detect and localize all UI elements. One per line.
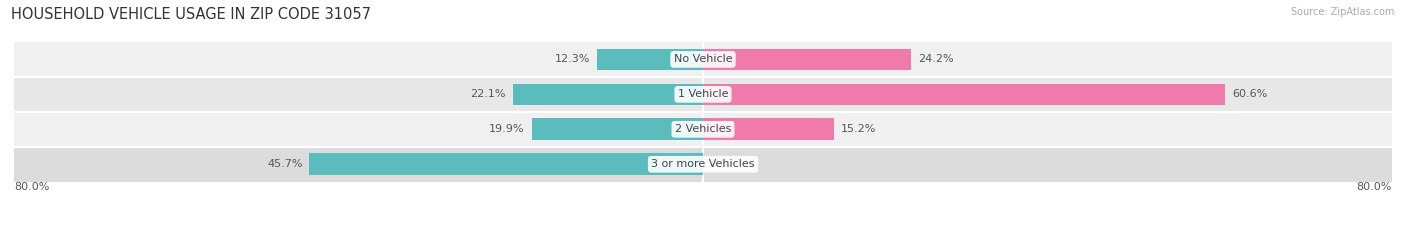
Bar (703, 49, 911, 70)
Bar (14, 42, 1392, 77)
Text: No Vehicle: No Vehicle (673, 55, 733, 64)
Text: HOUSEHOLD VEHICLE USAGE IN ZIP CODE 31057: HOUSEHOLD VEHICLE USAGE IN ZIP CODE 3105… (11, 7, 371, 22)
Text: 45.7%: 45.7% (267, 159, 302, 169)
Bar (598, 49, 703, 70)
Text: 80.0%: 80.0% (14, 182, 49, 192)
Text: Source: ZipAtlas.com: Source: ZipAtlas.com (1291, 7, 1395, 17)
Text: 0.0%: 0.0% (710, 159, 738, 169)
Bar (513, 84, 703, 105)
Text: 15.2%: 15.2% (841, 124, 876, 134)
Text: 19.9%: 19.9% (489, 124, 524, 134)
Bar (14, 112, 1392, 147)
Bar (14, 147, 1392, 182)
Text: 22.1%: 22.1% (470, 89, 506, 99)
Text: 60.6%: 60.6% (1232, 89, 1267, 99)
Bar (14, 77, 1392, 112)
Text: 2 Vehicles: 2 Vehicles (675, 124, 731, 134)
Text: 1 Vehicle: 1 Vehicle (678, 89, 728, 99)
Text: 12.3%: 12.3% (555, 55, 591, 64)
Bar (703, 84, 1225, 105)
Text: 80.0%: 80.0% (1357, 182, 1392, 192)
Text: 3 or more Vehicles: 3 or more Vehicles (651, 159, 755, 169)
Text: 24.2%: 24.2% (918, 55, 953, 64)
Bar (531, 118, 703, 140)
Bar (703, 118, 834, 140)
Bar (309, 154, 703, 175)
